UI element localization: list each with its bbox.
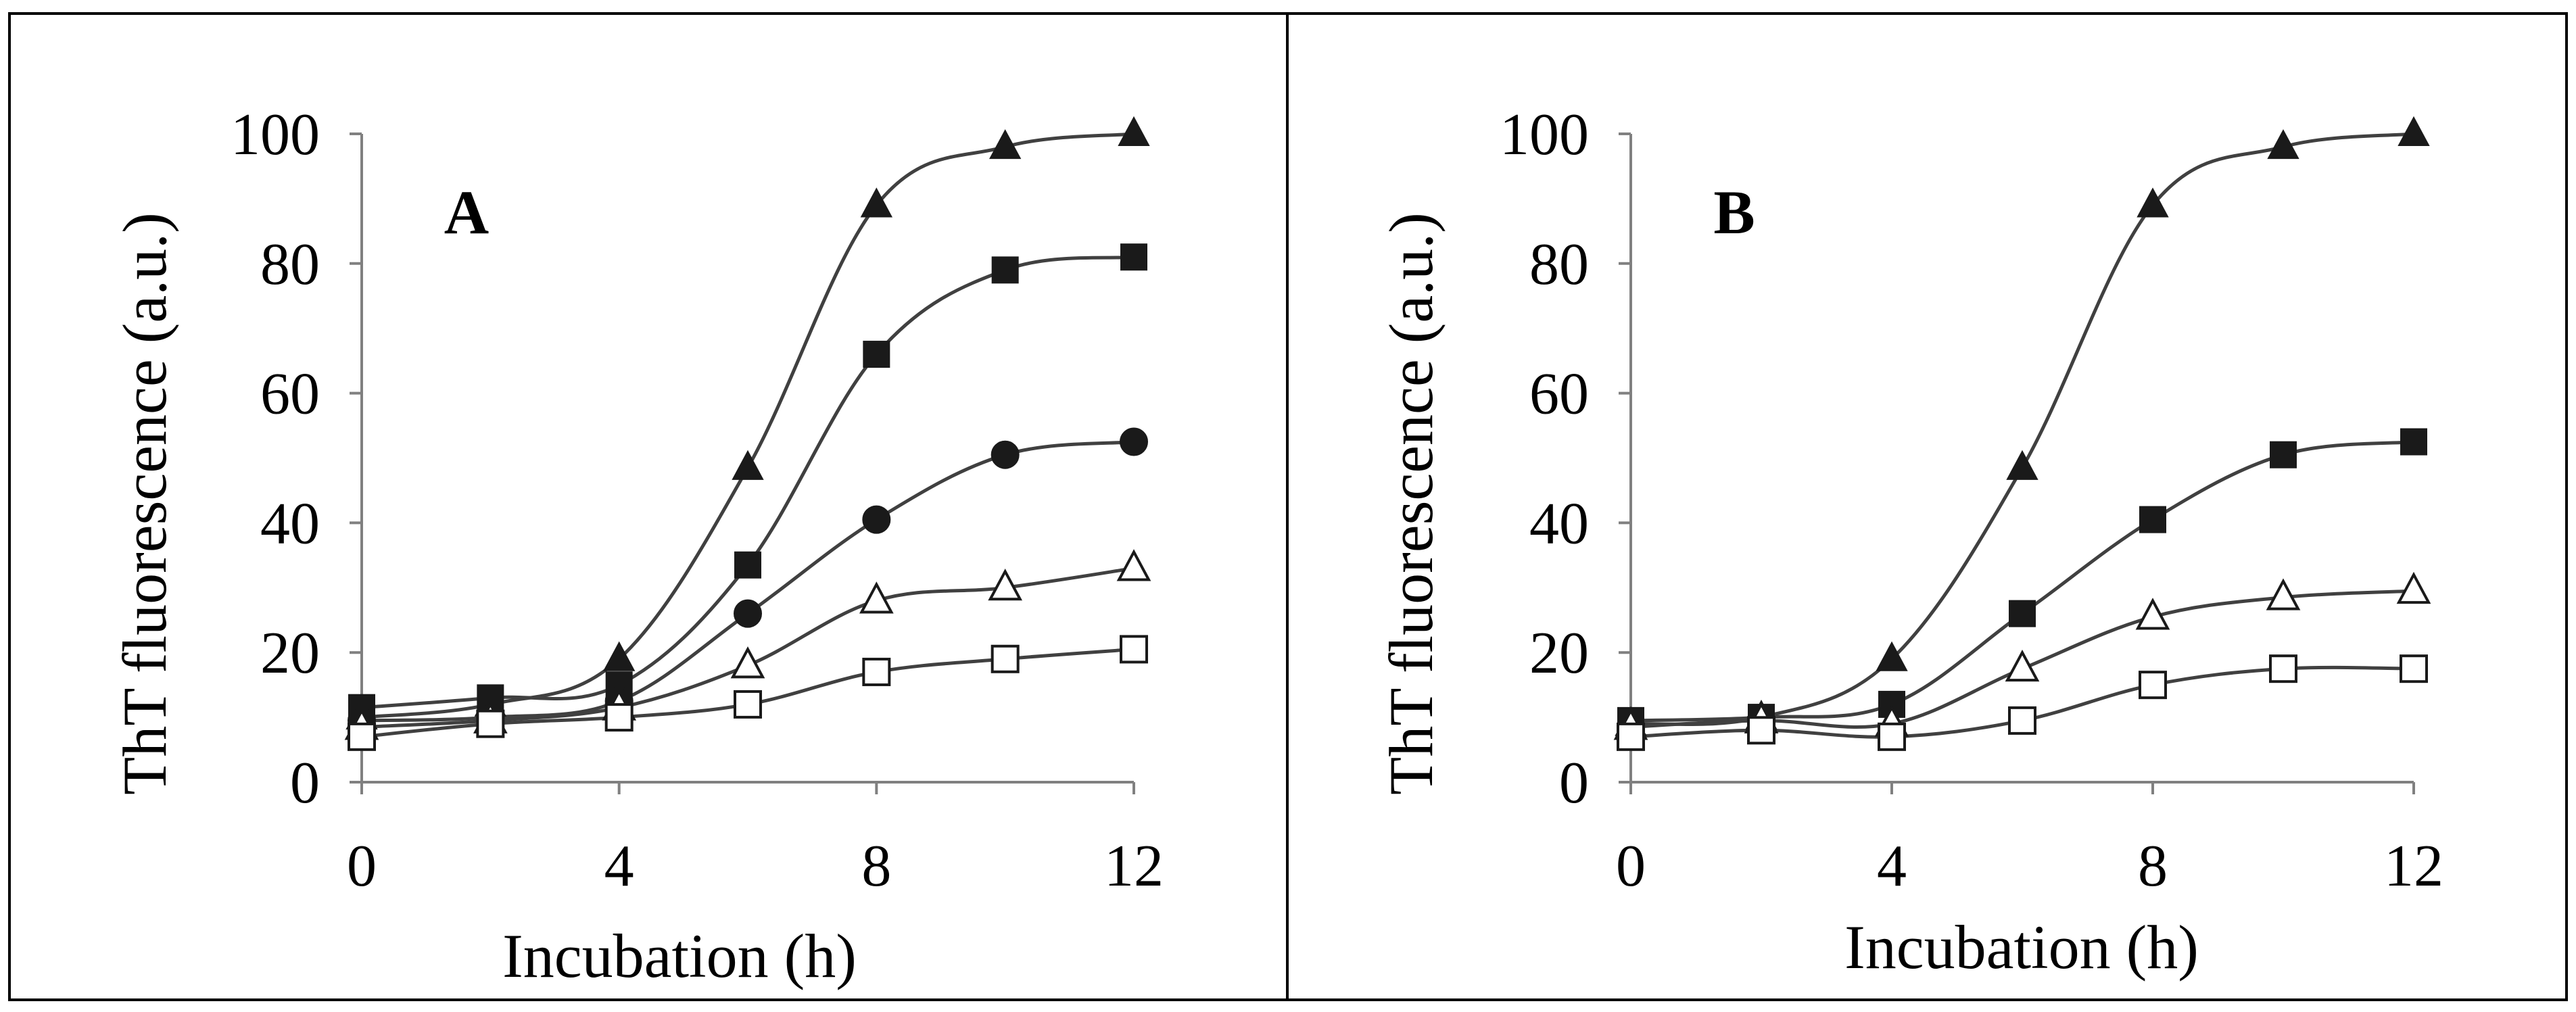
panel-b-point-open-square: [1878, 722, 1906, 751]
panel-b-point-open-square: [2008, 706, 2036, 735]
panel-a-point-open-triangle: [988, 569, 1023, 601]
panel-a-point-open-square: [476, 709, 505, 738]
panel-a-point-open-square: [991, 644, 1020, 673]
panel-a-x-axis-title: Incubation (h): [502, 921, 857, 990]
panel-b-y-tick-label: 20: [1529, 621, 1589, 686]
panel-b-y-tick-label: 60: [1529, 362, 1589, 427]
panel-b-point-open-square: [2269, 654, 2297, 683]
panel-a-y-tick-label: 0: [290, 750, 320, 816]
panel-b-point-filled-triangle: [2137, 187, 2169, 218]
panel-b-point-open-square: [1747, 716, 1775, 745]
panel-a-point-filled-square: [1120, 243, 1147, 271]
panel-b-y-tick-label: 40: [1529, 491, 1589, 556]
panel-a-point-filled-circle: [1120, 427, 1148, 456]
panel-b-point-open-triangle: [2135, 598, 2170, 630]
panel-a-x-tick-label: 0: [347, 834, 377, 899]
panel-a-point-open-triangle: [730, 646, 765, 679]
panel-b-letter: B: [1713, 178, 1755, 247]
panel-a-y-axis-title: ThT fluorescence (a.u.): [110, 212, 179, 795]
panel-a-point-open-square: [348, 722, 376, 751]
panel-a-y-tick-label: 20: [260, 621, 320, 686]
panel-b-x-tick-label: 0: [1616, 834, 1646, 899]
panel-b-point-open-square: [1617, 722, 1645, 751]
panel-b-x-tick-label: 12: [2384, 834, 2443, 899]
panel-b-x-axis-title: Incubation (h): [1844, 913, 2199, 982]
panel-frame-b: [1286, 12, 2568, 1001]
panel-b-point-filled-triangle: [2006, 450, 2038, 480]
panel-a-y-tick-label: 100: [231, 102, 320, 168]
panel-b-y-tick-label: 0: [1559, 750, 1589, 816]
panel-a-x-tick-label: 12: [1104, 834, 1164, 899]
panel-a-point-open-square: [862, 657, 891, 686]
panel-a-x-tick-label: 4: [604, 834, 634, 899]
panel-a-chart: 0 20 40 60 80 100 0 4 8 12 A Incubation (h) ThT f…: [110, 102, 1164, 990]
panel-b-point-open-triangle: [2005, 649, 2040, 682]
panel-b-y-axis-title: ThT fluorescence (a.u.): [1377, 212, 1446, 795]
panel-a-y-tick-label: 40: [260, 491, 320, 556]
panel-a-letter: A: [444, 178, 489, 247]
panel-b-point-filled-triangle: [2267, 129, 2299, 160]
panel-a-point-filled-circle: [734, 599, 762, 628]
panel-a-point-open-square: [1120, 635, 1148, 664]
panel-a-point-open-triangle: [859, 581, 894, 614]
panel-a-point-filled-triangle: [732, 450, 764, 480]
panel-a-point-filled-square: [863, 341, 890, 368]
panel-b-point-filled-triangle: [1876, 641, 1908, 671]
panel-b-point-open-square: [2139, 671, 2167, 700]
panel-b-point-open-triangle: [2396, 571, 2431, 604]
panel-a-point-filled-triangle: [602, 641, 636, 671]
panel-a-point-open-square: [734, 690, 762, 719]
panel-a-point-filled-triangle: [860, 187, 893, 218]
panel-a-point-filled-triangle: [1118, 116, 1150, 146]
panel-b-point-filled-triangle: [2398, 116, 2430, 146]
panel-a-point-open-square: [604, 703, 634, 732]
panel-b-point-filled-square: [2270, 441, 2297, 468]
panel-b-point-filled-square: [2009, 600, 2036, 627]
panel-b-point-open-triangle: [2266, 578, 2301, 610]
panel-b-x-tick-label: 4: [1877, 834, 1907, 899]
panel-a-point-filled-circle: [991, 440, 1020, 469]
panel-a-x-tick-label: 8: [861, 834, 891, 899]
panel-b-x-tick-label: 8: [2138, 834, 2168, 899]
panel-a-y-tick-label: 60: [260, 362, 320, 427]
panel-a-point-filled-circle: [862, 505, 891, 534]
panel-b-point-open-square: [2400, 654, 2428, 683]
panel-b-point-filled-square: [2139, 506, 2166, 533]
panel-a-point-open-triangle: [1116, 549, 1151, 581]
panel-a-point-filled-square: [734, 551, 761, 579]
panel-a-point-filled-square: [991, 256, 1019, 284]
panel-b-chart: 0 20 40 60 80 100 0 4 8 12 B Incubation (h) ThT f…: [1377, 102, 2443, 982]
panel-b-y-tick-label: 80: [1529, 232, 1589, 297]
panel-b-y-tick-label: 100: [1500, 102, 1589, 168]
panel-a-point-filled-triangle: [988, 129, 1022, 160]
panel-a-y-tick-label: 80: [260, 232, 320, 297]
panel-b-point-filled-square: [2400, 428, 2427, 456]
